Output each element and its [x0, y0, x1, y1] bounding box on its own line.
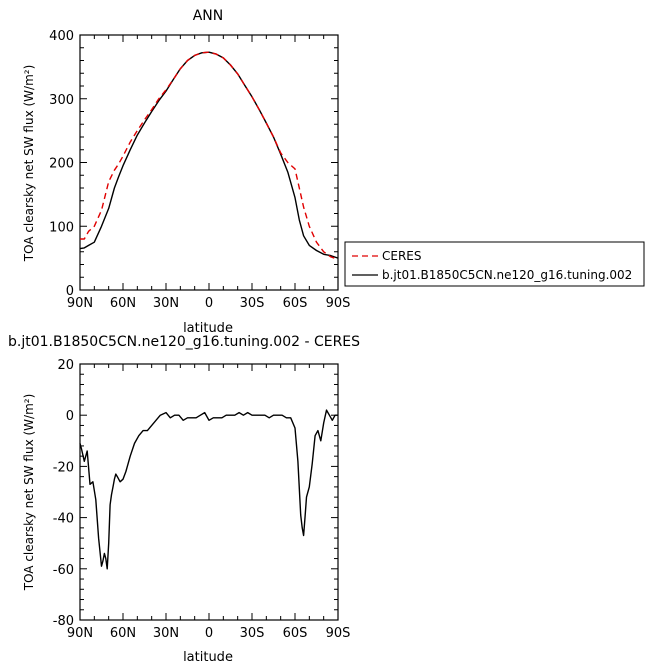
panel-top-frame: [79, 34, 339, 291]
y-tick-label: -60: [53, 563, 74, 578]
panel-top-x-label: latitude: [183, 321, 233, 336]
panel-bottom-x-label: latitude: [183, 650, 233, 665]
x-tick-label: 30N: [153, 626, 179, 641]
y-tick-label: -20: [53, 460, 74, 475]
legend: CERES b.jt01.B1850C5CN.ne120_g16.tuning.…: [344, 241, 645, 287]
panel-top-y-axis: 0 100 200 300 400: [49, 29, 338, 299]
panel-bottom-title: b.jt01.B1850C5CN.ne120_g16.tuning.002 - …: [8, 334, 360, 350]
y-tick-label: 0: [66, 284, 74, 299]
x-tick-label: 0: [205, 296, 213, 311]
x-tick-label: 30N: [153, 296, 179, 311]
series-line-0-0: [80, 51, 339, 261]
x-tick-label: 90N: [67, 626, 93, 641]
x-tick-label: 60S: [283, 626, 308, 641]
panel-top: ANN 0 100 200 300 400 90N 60N 30N 0 30S 60S 90S la…: [22, 8, 350, 336]
y-tick-label: -80: [53, 614, 74, 629]
panel-bottom-series: [79, 409, 338, 570]
series-line-0-1: [79, 51, 339, 259]
y-tick-label: -40: [53, 512, 74, 527]
y-tick-label: 400: [49, 29, 74, 44]
y-tick-label: 100: [49, 220, 74, 235]
y-tick-label: 0: [66, 409, 74, 424]
panel-bottom: b.jt01.B1850C5CN.ne120_g16.tuning.002 - …: [8, 334, 360, 665]
y-tick-label: 20: [57, 358, 74, 373]
y-tick-label: 300: [49, 93, 74, 108]
panel-top-x-axis: 90N 60N 30N 0 30S 60S 90S: [67, 35, 351, 311]
x-tick-label: 0: [205, 626, 213, 641]
x-tick-label: 90S: [326, 626, 351, 641]
x-tick-label: 60N: [110, 296, 136, 311]
x-tick-label: 60S: [283, 296, 308, 311]
panel-top-series: [79, 51, 339, 261]
series-line-1-0: [79, 409, 338, 570]
panel-bottom-x-axis: 90N 60N 30N 0 30S 60S 90S: [67, 364, 351, 641]
x-tick-label: 60N: [110, 626, 136, 641]
panel-bottom-y-label: TOA clearsky net SW flux (W/m²): [22, 394, 36, 592]
panel-bottom-y-axis: -80 -60 -40 -20 0 20: [53, 358, 338, 629]
legend-box: [344, 241, 645, 287]
legend-label-model: b.jt01.B1850C5CN.ne120_g16.tuning.002: [382, 268, 632, 282]
x-tick-label: 30S: [240, 626, 265, 641]
x-tick-label: 90S: [326, 296, 351, 311]
y-tick-label: 200: [49, 157, 74, 172]
panel-top-y-label: TOA clearsky net SW flux (W/m²): [22, 65, 36, 263]
panel-top-title: ANN: [193, 8, 224, 24]
x-tick-label: 30S: [240, 296, 265, 311]
x-tick-label: 90N: [67, 296, 93, 311]
legend-label-ceres: CERES: [382, 249, 422, 263]
